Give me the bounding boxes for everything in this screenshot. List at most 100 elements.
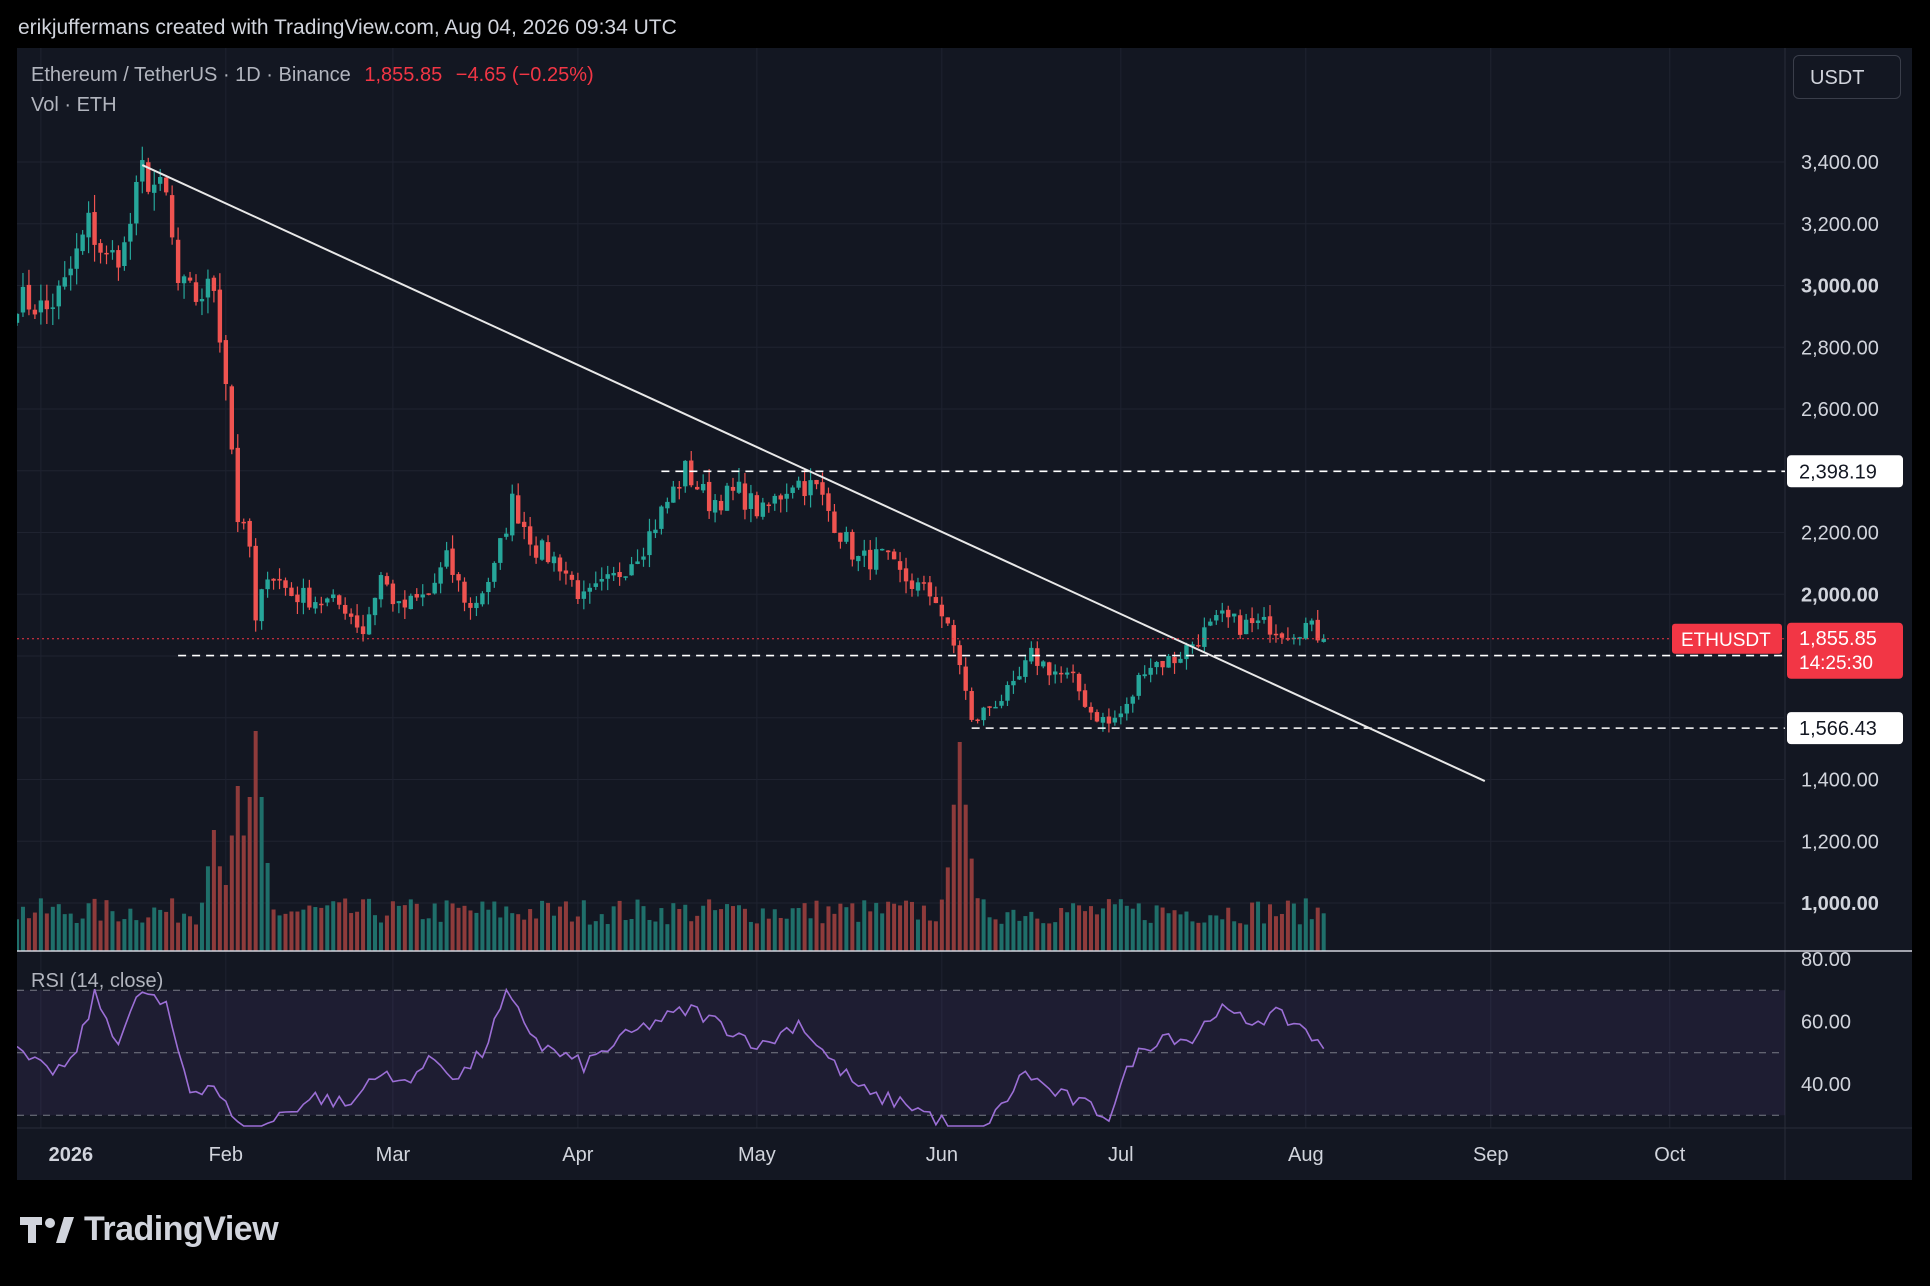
volume-bar [355,911,360,951]
price-tick-label: 2,600.00 [1801,399,1879,421]
volume-bar [736,905,741,951]
candles [17,146,1326,733]
volume-bar [910,901,914,951]
volume-bar [665,924,670,951]
candle-body [199,299,205,302]
volume-bar [176,922,181,951]
volume-bar [247,797,252,951]
volume-bar [235,786,240,951]
candle-body [1064,672,1070,675]
volume-bar [856,921,861,951]
candle-body [1070,671,1076,674]
volume-bar [164,911,169,951]
candle-body [20,286,26,313]
volume-bar [170,898,175,951]
volume-bar [211,830,216,951]
volume-bar [1142,920,1147,951]
volume-bar [1029,911,1034,951]
volume-bar [468,910,473,951]
volume-bar [86,903,91,951]
volume-bar [522,919,527,951]
chart-panel[interactable]: 1,000.00 1,200.00 1,400.00 2,000.00 2,200.00… [17,48,1912,1180]
candle-body [706,481,712,512]
volume-bar [283,913,288,951]
candle-body [1172,656,1177,664]
legend-price: 1,855.85 [364,64,443,86]
volume-bar [593,921,598,951]
volume-bar [456,907,461,951]
candle-body [38,300,44,313]
volume-bar [504,906,509,951]
candle-body [146,162,151,192]
candle-body [903,568,909,582]
volume-bar [1279,913,1284,951]
volume-bar [701,905,706,951]
time-tick-label: May [738,1144,776,1166]
volume-bar [426,918,431,951]
candle-body [140,160,145,182]
candle-body [474,602,479,609]
volume-bar [546,902,551,951]
price-chart[interactable]: 1,000.00 1,200.00 1,400.00 2,000.00 2,200.00… [17,48,1912,1180]
price-tick-label: 1,000.00 [1801,893,1879,915]
volume-bar [683,904,688,951]
volume-bar [1172,910,1177,951]
candle-body [521,521,527,528]
volume-legend[interactable]: Vol · ETH [31,94,117,116]
volume-bar [802,903,807,951]
candle-body [897,561,903,570]
volume-bar [1100,908,1105,951]
rsi-legend[interactable]: RSI (14, close) [31,970,164,992]
volume-bar [784,918,789,951]
candle-body [1088,706,1094,713]
candle-body [319,603,324,606]
candle-body [826,493,831,511]
currency-button[interactable]: USDT [1793,55,1901,99]
volume-bar [993,919,998,951]
volume-bar [1017,920,1022,951]
volume-bar [826,906,831,951]
volume-bar [74,922,79,951]
candle-body [1178,658,1183,663]
volume-bar [1047,923,1052,951]
candle-body [122,242,127,267]
volume-bar [104,900,109,951]
volume-bar [1124,905,1129,951]
volume-bar [325,905,330,951]
volume-bar [671,903,676,951]
candle-body [158,177,163,184]
candle-body [187,277,193,281]
candle-body [289,587,294,596]
bar-countdown: 14:25:30 [1799,653,1873,674]
symbol-legend[interactable]: Ethereum / TetherUS · 1D · Binance 1,855… [31,64,594,87]
candle-body [128,223,133,242]
time-tick-label: Sep [1473,1144,1509,1166]
volume-bar [343,898,348,951]
volume-bar [1297,924,1302,951]
candle-body [390,583,396,605]
volume-bar [963,804,968,951]
candle-body [1303,622,1308,639]
volume-bar [194,924,198,951]
volume-bar [62,914,67,951]
candle-body [844,531,849,542]
volume-bar [158,909,163,951]
candle-body [951,625,956,646]
candle-body [784,493,789,499]
candle-body [1058,672,1064,675]
volume-bar [1160,907,1165,951]
candle-body [50,307,55,309]
volume-bar [188,916,193,951]
volume-bar [1023,916,1028,951]
candle-body [1148,667,1153,675]
volume-bar [868,911,873,951]
last-price-value: 1,855.85 [1799,628,1877,650]
candle-body [778,495,783,500]
volume-bar [695,915,700,951]
candle-body [748,493,754,509]
candle-body [480,593,485,605]
tradingview-logo: TradingView [20,1210,279,1249]
candle-body [1076,673,1082,692]
volume-bar [915,919,920,951]
candle-body [736,481,742,493]
